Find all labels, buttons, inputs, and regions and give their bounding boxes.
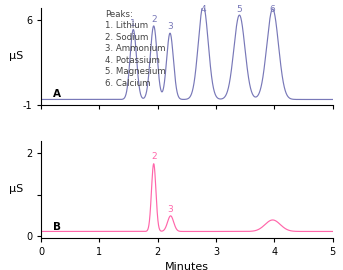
- Y-axis label: μS: μS: [9, 51, 24, 61]
- Text: 2: 2: [151, 152, 156, 161]
- Text: 5: 5: [237, 5, 242, 14]
- Text: B: B: [53, 222, 61, 232]
- Text: 3: 3: [168, 205, 174, 214]
- X-axis label: Minutes: Minutes: [165, 262, 209, 270]
- Text: 4: 4: [200, 5, 206, 14]
- Text: 6: 6: [270, 5, 275, 14]
- Text: A: A: [53, 89, 61, 99]
- Text: Peaks:
1. Lithium
2. Sodium
3. Ammonium
4. Potassium
5. Magnesium
6. Calcium: Peaks: 1. Lithium 2. Sodium 3. Ammonium …: [105, 10, 166, 88]
- Text: 1: 1: [130, 19, 136, 28]
- Y-axis label: μS: μS: [9, 184, 24, 194]
- Text: 3: 3: [167, 22, 173, 31]
- Text: 2: 2: [151, 15, 156, 24]
